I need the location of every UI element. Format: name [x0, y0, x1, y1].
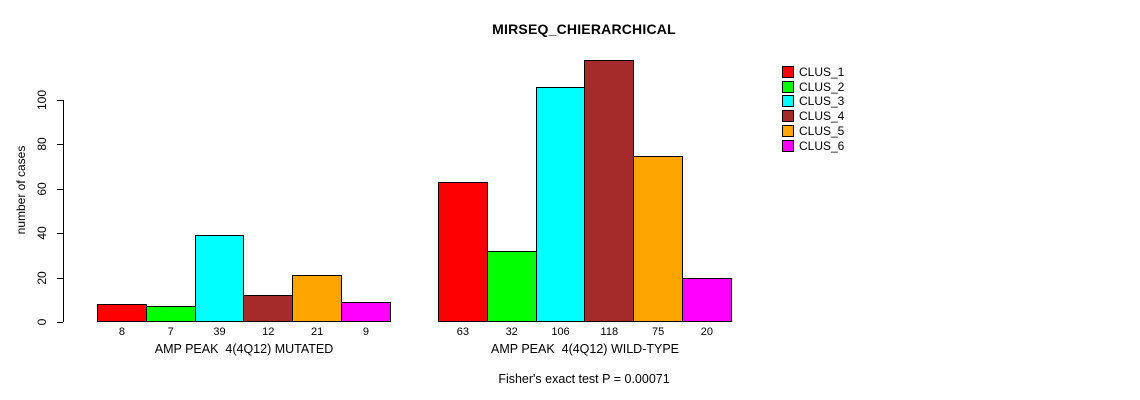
legend-swatch-clus_6-icon: [782, 139, 794, 152]
y-tick-mark-0: [57, 322, 63, 323]
legend-label-clus_2: CLUS_2: [799, 79, 845, 94]
bar-value-group1-clus_2: 7: [167, 326, 174, 338]
bar-group2-clus_4: [584, 60, 635, 322]
bar-group1-clus_5: [292, 275, 342, 322]
bar-group2-clus_6: [682, 277, 732, 322]
y-axis-line: [63, 100, 64, 322]
bar-group2-clus_1: [438, 182, 488, 322]
legend-label-clus_6: CLUS_6: [799, 138, 845, 153]
chart-title: MIRSEQ_CHIERARCHICAL: [492, 21, 676, 37]
bar-value-group2-clus_6: 20: [700, 326, 714, 338]
y-tick-mark-20: [57, 277, 63, 279]
y-tick-label-80: 80: [35, 137, 49, 152]
bar-group2-clus_2: [486, 250, 537, 322]
y-tick-mark-80: [57, 144, 63, 146]
bar-value-group1-clus_5: 21: [310, 326, 324, 338]
fisher-test-annotation: Fisher's exact test P = 0.00071: [498, 372, 670, 386]
legend-swatch-clus_4-icon: [782, 110, 794, 123]
legend-item-clus_6: CLUS_6: [782, 139, 844, 152]
bar-value-group2-clus_2: 32: [505, 326, 518, 338]
legend-label-clus_5: CLUS_5: [799, 123, 845, 138]
y-tick-label-100: 100: [35, 89, 49, 111]
bar-value-group2-clus_4: 118: [600, 326, 619, 338]
legend-item-clus_3: CLUS_3: [782, 95, 844, 108]
legend-label-clus_4: CLUS_4: [799, 109, 845, 124]
bar-value-group2-clus_3: 106: [551, 326, 570, 338]
y-tick-mark-60: [57, 188, 63, 190]
bar-group2-clus_5: [633, 155, 683, 322]
x-group-label-wildtype: AMP PEAK 4(4Q12) WILD-TYPE: [490, 342, 680, 356]
y-tick-label-40: 40: [35, 226, 49, 240]
legend-item-clus_2: CLUS_2: [782, 80, 844, 93]
legend-item-clus_5: CLUS_5: [782, 124, 844, 137]
bar-value-group1-clus_6: 9: [362, 326, 369, 338]
bar-value-group2-clus_5: 75: [651, 326, 665, 338]
bar-group1-clus_4: [243, 295, 294, 322]
legend-label-clus_1: CLUS_1: [799, 65, 845, 79]
bar-value-group1-clus_1: 8: [118, 326, 125, 338]
y-tick-label-60: 60: [35, 182, 49, 196]
y-tick-mark-40: [57, 233, 63, 235]
bar-group1-clus_6: [341, 302, 391, 322]
legend-swatch-clus_2-icon: [782, 80, 794, 93]
y-axis-label: number of cases: [14, 145, 28, 235]
legend-label-clus_3: CLUS_3: [799, 94, 845, 109]
y-tick-label-0: 0: [35, 318, 49, 326]
y-tick-label-20: 20: [35, 270, 49, 285]
bar-group1-clus_3: [194, 235, 245, 322]
legend-swatch-clus_3-icon: [782, 95, 794, 108]
legend-item-clus_4: CLUS_4: [782, 110, 844, 123]
legend-swatch-clus_1-icon: [782, 66, 794, 78]
bar-group1-clus_2: [145, 306, 196, 322]
bar-value-group1-clus_3: 39: [213, 326, 226, 338]
x-group-label-mutated: AMP PEAK 4(4Q12) MUTATED: [154, 342, 334, 356]
bar-value-group2-clus_1: 63: [456, 326, 470, 338]
bar-group2-clus_3: [535, 86, 586, 322]
bar-value-group1-clus_4: 12: [262, 326, 275, 338]
y-tick-mark-100: [57, 100, 63, 101]
bar-group1-clus_1: [97, 304, 147, 322]
legend-swatch-clus_5-icon: [782, 124, 794, 137]
legend-item-clus_1: CLUS_1: [782, 66, 844, 79]
